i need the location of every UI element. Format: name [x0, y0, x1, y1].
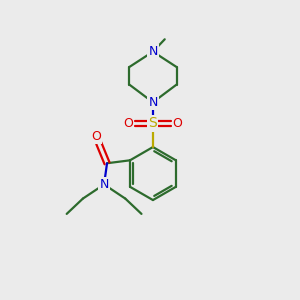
- Text: S: S: [148, 116, 157, 130]
- Text: N: N: [99, 178, 109, 191]
- Text: N: N: [148, 45, 158, 58]
- Text: O: O: [123, 117, 133, 130]
- Text: O: O: [173, 117, 183, 130]
- Text: N: N: [148, 96, 158, 109]
- Text: O: O: [92, 130, 101, 143]
